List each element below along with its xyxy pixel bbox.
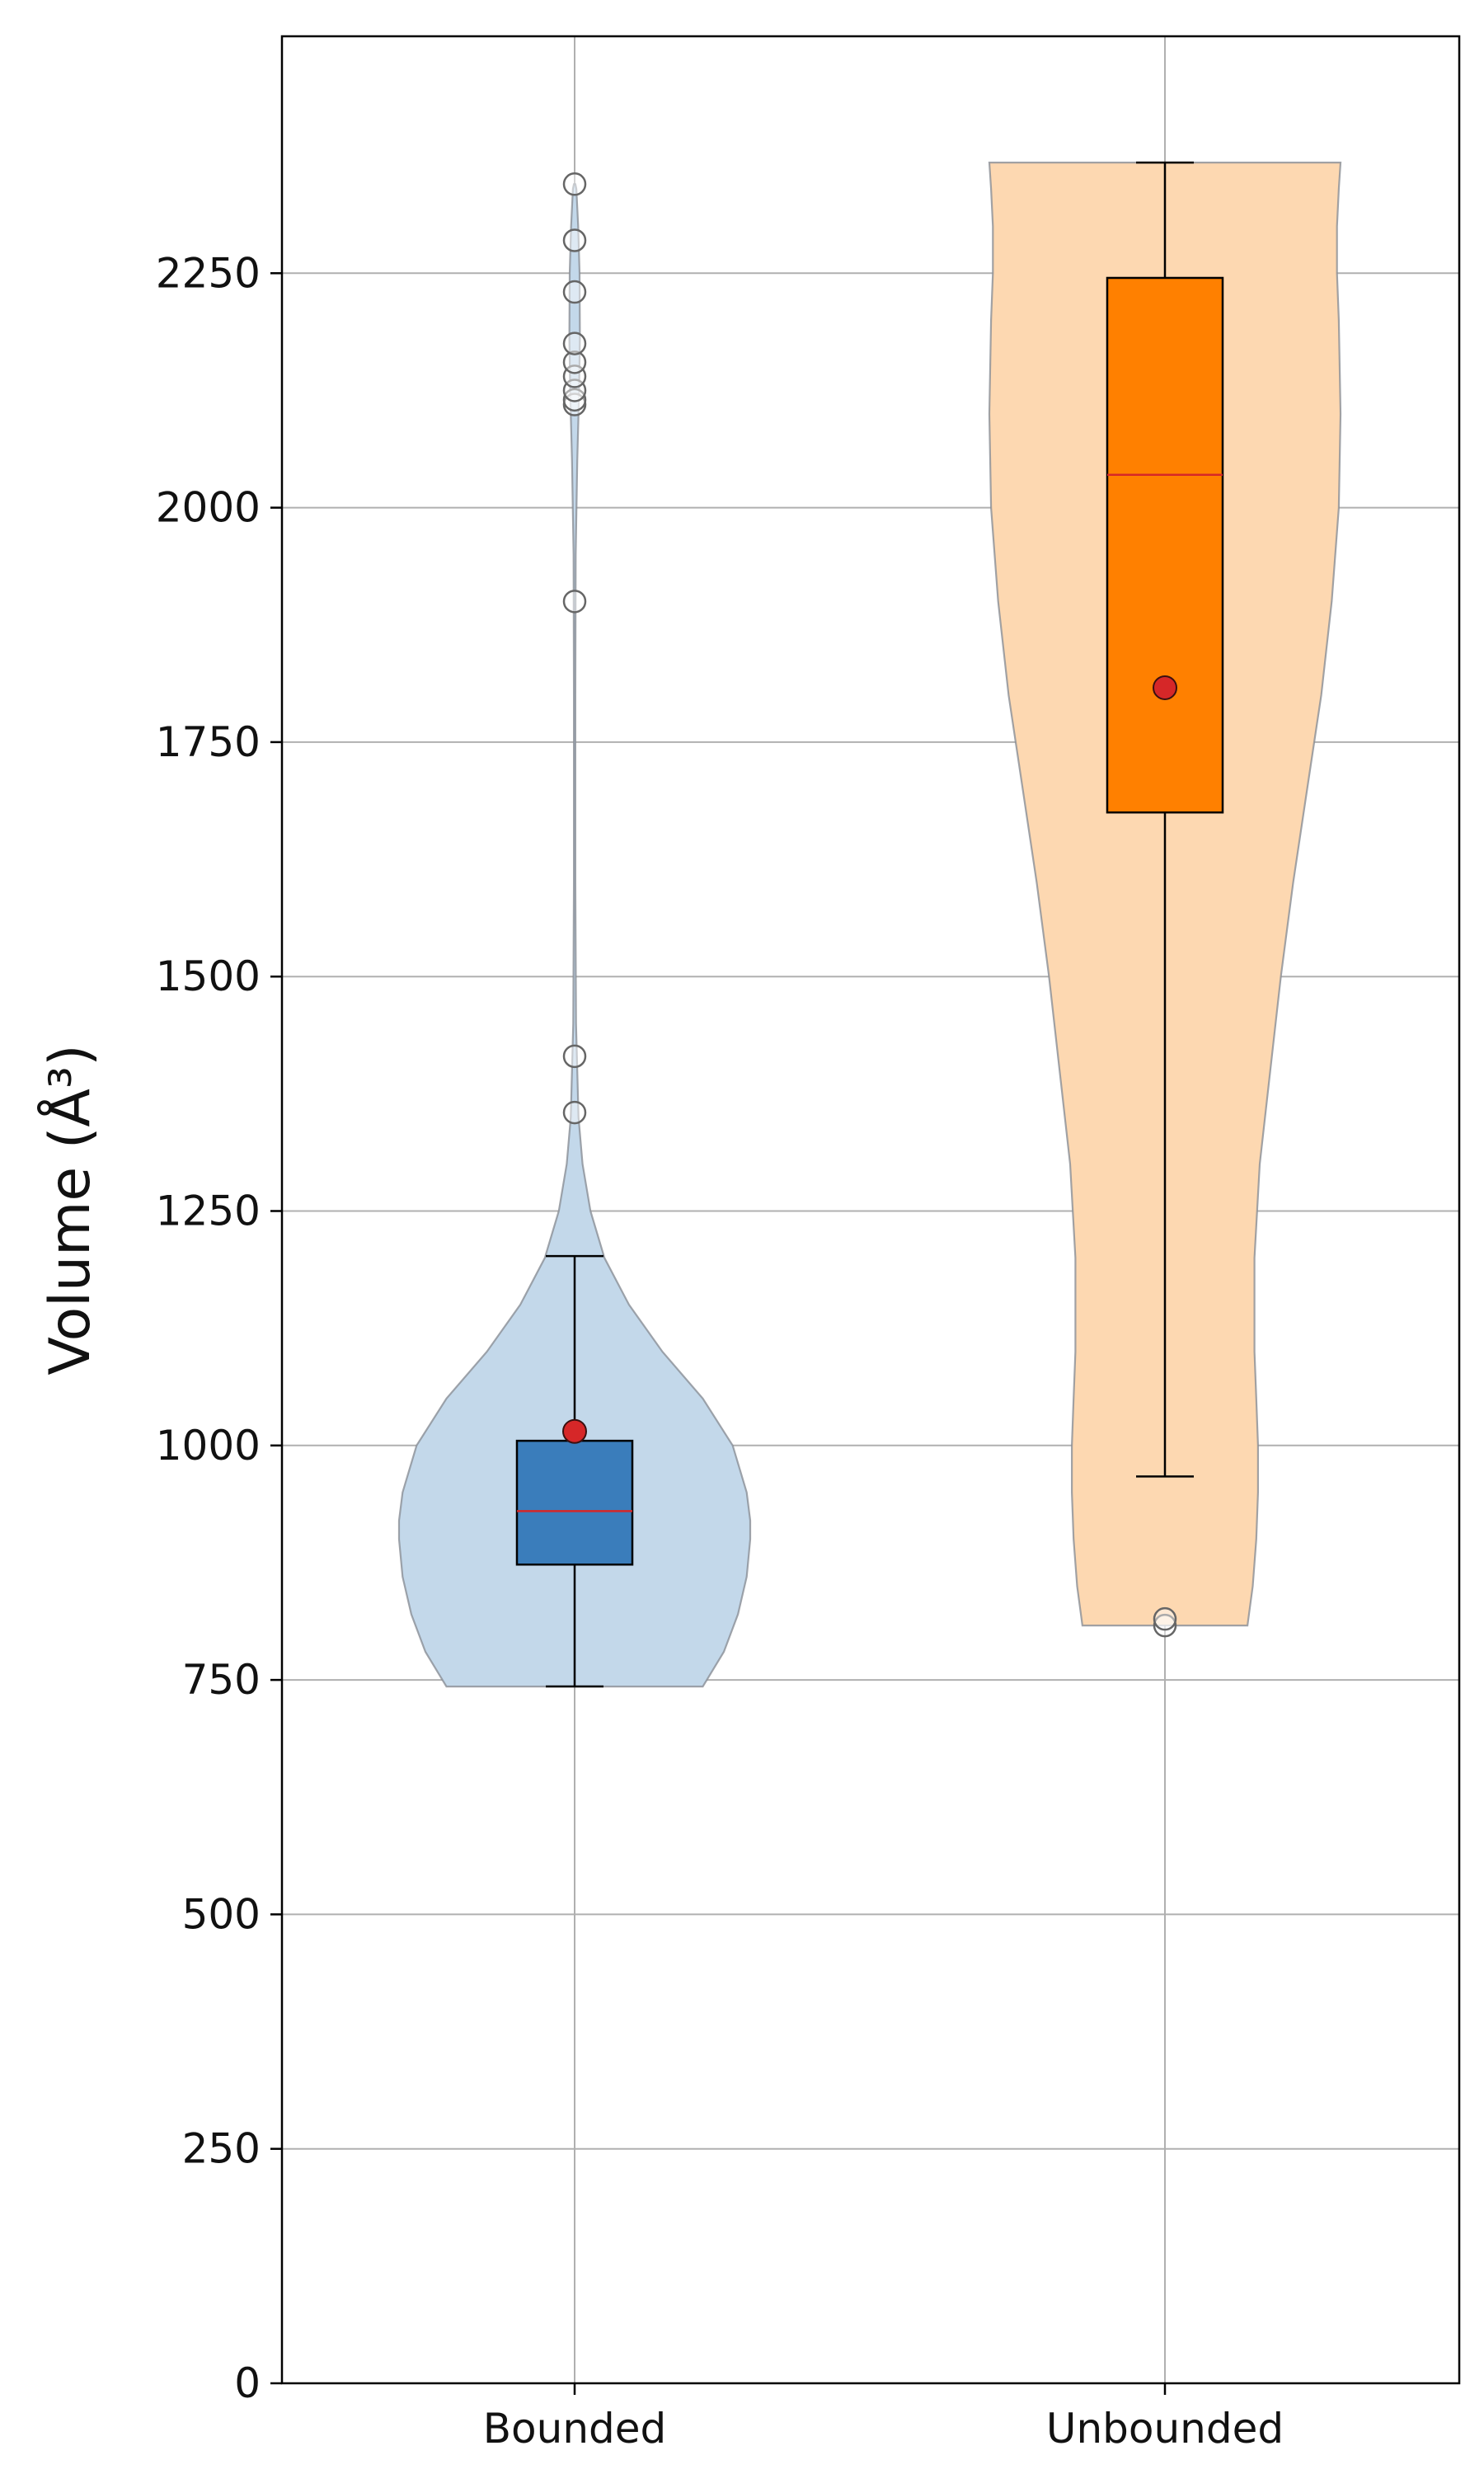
y-axis-label: Volume (Å³) xyxy=(36,1044,103,1375)
axis-ticks: 0 250 500 750 1000 1250 1500 1750 2000 2250 Bounde… xyxy=(156,249,1284,2453)
plot-frame xyxy=(280,35,1461,2385)
outlier-point-bounded-11 xyxy=(562,172,587,196)
y-tick-label-1250: 1250 xyxy=(156,1188,261,1235)
outlier-point-bounded-2 xyxy=(562,590,587,614)
outlier-point-bounded-10 xyxy=(562,228,587,252)
y-tick-label-0: 0 xyxy=(234,2359,261,2407)
x-tick-label-0: Bounded xyxy=(483,2405,667,2453)
y-tick-label-750: 750 xyxy=(182,1656,261,1704)
outlier-point-unbounded-0 xyxy=(1153,1613,1177,1638)
y-tick-label-2250: 2250 xyxy=(156,249,261,297)
outlier-point-bounded-8 xyxy=(562,332,587,355)
x-tick-label-1: Unbounded xyxy=(1046,2405,1284,2453)
y-tick-label-2000: 2000 xyxy=(156,484,261,532)
mean-marker-unbounded xyxy=(1153,675,1177,700)
box-bounded xyxy=(515,1439,634,1566)
outlier-point-bounded-0 xyxy=(562,1100,587,1125)
box-unbounded xyxy=(1106,276,1224,814)
outlier-point-bounded-1 xyxy=(562,1044,587,1069)
violin-bounded xyxy=(397,183,752,1688)
y-tick-label-250: 250 xyxy=(182,2125,261,2173)
mean-marker-bounded xyxy=(562,1418,587,1444)
outlier-point-unbounded-1 xyxy=(1153,1606,1177,1631)
outlier-point-bounded-7 xyxy=(562,350,587,374)
y-tick-label-500: 500 xyxy=(182,1890,261,1938)
points xyxy=(562,172,1177,1638)
y-tick-label-1500: 1500 xyxy=(156,952,261,1000)
y-tick-label-1000: 1000 xyxy=(156,1422,261,1470)
outlier-point-bounded-9 xyxy=(562,280,587,304)
outlier-point-bounded-4 xyxy=(562,388,587,412)
y-tick-label-1750: 1750 xyxy=(156,718,261,766)
